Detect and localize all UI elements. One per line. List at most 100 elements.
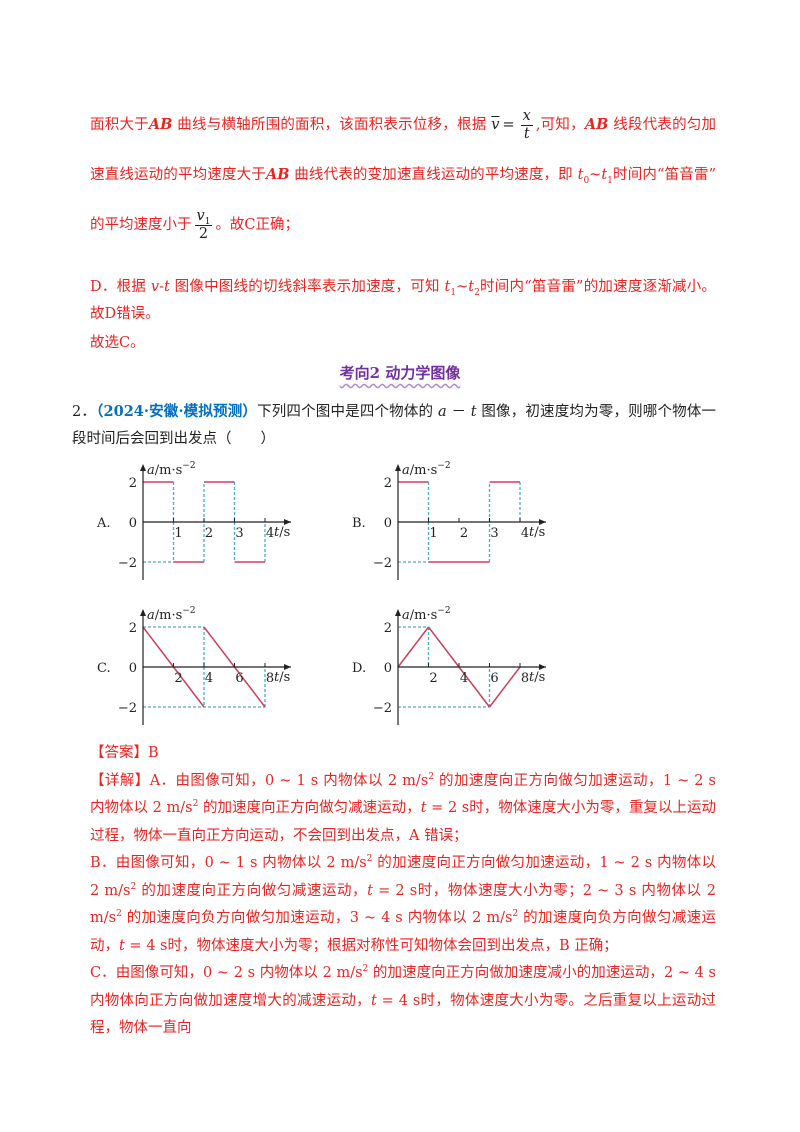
text: t (119, 937, 125, 954)
x-tick-label: 4 (460, 671, 468, 686)
y-tick-label: 2 (384, 621, 392, 636)
explanation-paragraph: D．根据 v-t 图像中图线的切线斜率表示加速度，可知 t1~t2时间内“笛音雷… (90, 274, 716, 328)
text: = 2 s时，物体速度大小为零；2 ~ 3 s 内物体以 2 m/s (90, 882, 716, 927)
text: a (402, 463, 410, 478)
text: t (470, 404, 477, 420)
y-tick-label: 0 (129, 516, 137, 531)
text: ~ (589, 167, 602, 183)
x-axis-label: t/s (274, 525, 290, 540)
x-tick-label: 2 (429, 671, 437, 686)
x-arrow (539, 519, 546, 525)
text: t (274, 525, 280, 540)
x-tick-label: 4 (205, 671, 213, 686)
text: 时间内“笛音雷”的平均速度小于 (90, 167, 717, 233)
answer-paragraph: B．由图像可知，0 ~ 1 s 内物体以 2 m/s2 的加速度向正方向做匀加速… (90, 850, 716, 960)
x-tick-label: 2 (174, 671, 182, 686)
explanation-paragraph: 面积大于AB 曲线与横轴所围的面积，该面积表示位移，根据 v = x t ,可知，AB … (90, 100, 716, 250)
superscript: −2 (437, 461, 450, 471)
text: /s (279, 525, 290, 540)
text: = 4 s时，物体速度大小为零；根据对称性可知物体会回到出发点，B 正确； (124, 937, 618, 954)
question: 2．（2024·安徽·模拟预测）下列四个图中是四个物体的 a － t 图像，初速… (72, 398, 716, 453)
x-tick-label: 8 (521, 671, 529, 686)
text: t (577, 167, 584, 183)
text: t (529, 525, 535, 540)
x-tick-label: 2 (460, 526, 468, 541)
x-tick-label: 1 (429, 526, 437, 541)
x-tick-label: 3 (235, 526, 243, 541)
text: /s (279, 670, 290, 685)
text: t (370, 992, 377, 1009)
y-tick-label: 0 (384, 661, 392, 676)
text: a (402, 608, 410, 623)
x-arrow (539, 664, 546, 670)
numerator: v1 (194, 208, 213, 227)
superscript: 2 (192, 799, 199, 810)
y-axis-label: a/m·s−2 (402, 461, 451, 478)
y-tick-label: 0 (129, 661, 137, 676)
text: 线段代表的匀加速直线运动的平均速度大于 (90, 117, 717, 183)
text: = 2 s时，物体速度大小为零，重复以上运动过程，物体一直向正方向运动，不会回到… (90, 800, 716, 844)
superscript: 2 (366, 854, 373, 865)
text: ,可知， (535, 117, 585, 133)
x-tick-label: 6 (235, 671, 243, 686)
answer-label: 【答案】B (90, 745, 159, 761)
section-heading: 考向2 动力学图像 (0, 362, 800, 383)
x-axis-label: t/s (529, 525, 545, 540)
y-arrow (140, 464, 146, 471)
text: t (529, 670, 535, 685)
y-tick-label: −2 (373, 556, 392, 571)
option-label: B. (352, 516, 366, 531)
text: t (601, 167, 608, 183)
text: 曲线代表的变加速直线运动的平均速度，即 (289, 167, 578, 183)
text: /s (534, 525, 545, 540)
graph: a/m·s−2t/s20−22 4 6 8 (373, 606, 546, 725)
text: 下列四个图中是四个物体的 (257, 404, 438, 420)
graph: a/m·s−2t/s20−21 2 3 4 (118, 461, 291, 580)
text: 的加速度向正方向做加速度减小的加速运动，2 ~ 4 s 内物体向正方向做加速度增… (90, 965, 716, 1009)
text: ~ (456, 279, 469, 295)
text: t (367, 882, 373, 899)
x-axis-label: t/s (529, 670, 545, 685)
text: 的加速度向正方向做匀加速运动，1 ~ 2 s 内物体以 2 m/s (90, 772, 716, 817)
x-tick-label: 2 (205, 526, 213, 541)
text: v-t (150, 279, 170, 295)
x-axis-label: t/s (274, 670, 290, 685)
text: /m·s (155, 608, 183, 623)
text: 的加速度向正方向做匀减速运动， (198, 800, 421, 816)
question-source: （2024·安徽·模拟预测） (96, 403, 258, 420)
text: t (444, 279, 451, 295)
text: a (438, 404, 447, 420)
denominator: 2 (198, 225, 209, 242)
subscript: 1 (204, 216, 211, 227)
heading-text: 考向2 动力学图像 (339, 364, 461, 382)
x-tick-label: 3 (490, 526, 498, 541)
option-label: C. (97, 661, 111, 676)
x-arrow (284, 664, 291, 670)
text: C．由图像可知，0 ~ 2 s 内物体以 2 m/s (90, 965, 363, 981)
option-label: D. (352, 661, 366, 676)
text: 的加速度向负方向做匀加速运动，3 ~ 4 s 内物体以 2 m/s (121, 910, 513, 926)
answer-paragraph: 【详解】A．由图像可知，0 ~ 1 s 内物体以 2 m/s 2 的加速度向正方向… (90, 768, 716, 851)
x-arrow (284, 519, 291, 525)
graph: a/m·s−2t/s20−21 2 3 4 (373, 461, 546, 580)
x-tick-label: 1 (174, 526, 182, 541)
x-tick-label: 8 (266, 671, 274, 686)
text: t (468, 279, 475, 295)
y-tick-label: 2 (129, 621, 137, 636)
text: t (420, 800, 427, 816)
formula: = (502, 117, 515, 133)
answer: 【答案】B 【详解】A．由图像可知，0 ~ 1 s 内物体以 2 m/s 2 的加… (90, 740, 716, 1043)
text: 的加速度向正方向做匀减速运动， (136, 882, 368, 899)
text: 【详解】A．由图像可知，0 ~ 1 s 内物体以 2 m/s (90, 772, 429, 789)
text: 曲线与横轴所围的面积，该面积表示位移，根据 (172, 117, 487, 133)
y-tick-label: −2 (118, 701, 137, 716)
superscript: 2 (116, 909, 122, 920)
question-number: 2． (72, 404, 97, 420)
y-arrow (395, 609, 401, 616)
graph-line (488, 666, 521, 708)
graph: a/m·s−2t/s20−22 4 6 8 (118, 606, 291, 725)
explanation-paragraph: 故选C。 (90, 335, 145, 351)
text: B．由图像可知，0 ~ 1 s 内物体以 2 m/s (90, 855, 367, 871)
